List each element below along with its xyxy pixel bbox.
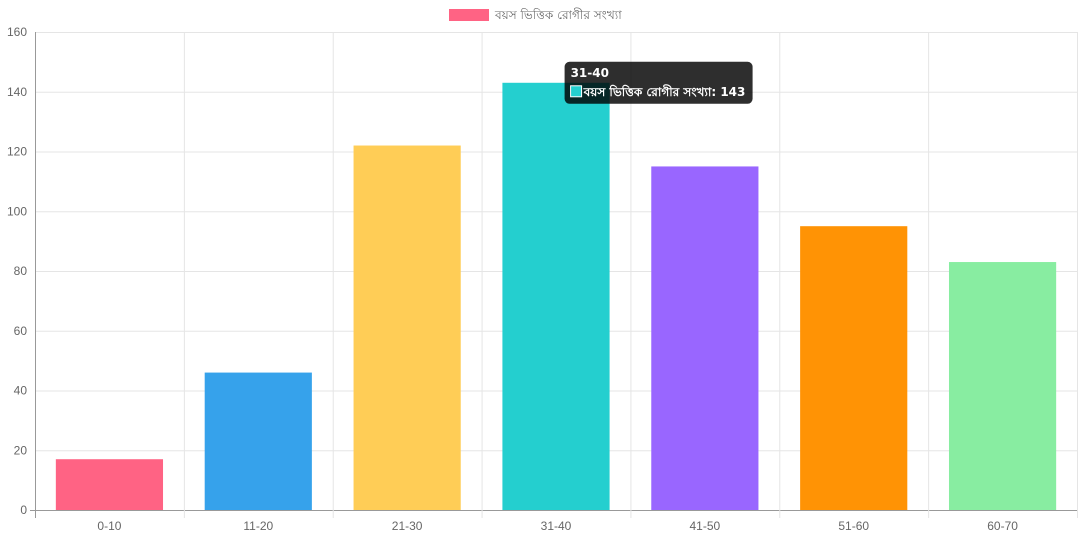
x-tick-label: 21-30 (392, 519, 423, 533)
y-tick-label: 100 (7, 204, 27, 218)
x-tick-label: 41-50 (690, 519, 721, 533)
y-tick-label: 60 (14, 324, 28, 338)
x-tick-label: 31-40 (541, 519, 572, 533)
y-tick-label: 0 (20, 503, 27, 517)
tooltip-title: 31-40 (571, 66, 609, 80)
bar-41-50[interactable] (651, 166, 759, 510)
tooltip: 31-40 বয়স ভিত্তিক রোগীর সংখ্যা: 143 (564, 61, 753, 104)
tooltip-swatch (570, 85, 583, 98)
y-tick-label: 140 (7, 85, 27, 99)
bars[interactable] (55, 82, 1057, 510)
y-tick-label: 20 (14, 443, 28, 457)
legend-label[interactable]: বয়স ভিত্তিক রোগীর সংখ্যা (494, 8, 622, 22)
y-tick-label: 120 (7, 145, 27, 159)
legend[interactable]: বয়স ভিত্তিক রোগীর সংখ্যা (449, 8, 622, 22)
bar-11-20[interactable] (204, 372, 312, 510)
bar-51-60[interactable] (800, 226, 908, 510)
x-tick-label: 51-60 (838, 519, 869, 533)
bar-60-70[interactable] (948, 262, 1057, 510)
y-tick-label: 80 (14, 264, 28, 278)
tooltip-background (564, 61, 753, 104)
y-axis-ticks: 0 20 40 60 80 100 120 140 160 (7, 25, 27, 517)
x-tick-label: 0-10 (97, 519, 121, 533)
x-tick-label: 60-70 (987, 519, 1018, 533)
bar-0-10[interactable] (55, 459, 164, 510)
bar-31-40[interactable] (502, 82, 610, 510)
axes (30, 32, 1077, 518)
x-axis-ticks: 0-10 11-20 21-30 31-40 41-50 51-60 60-70 (97, 510, 1078, 533)
y-tick-label: 40 (14, 384, 28, 398)
bar-21-30[interactable] (353, 145, 461, 510)
tooltip-label: বয়স ভিত্তিক রোগীর সংখ্যা: 143 (583, 84, 746, 99)
x-tick-label: 11-20 (243, 519, 273, 533)
legend-swatch[interactable] (449, 9, 489, 21)
y-tick-label: 160 (7, 25, 27, 39)
